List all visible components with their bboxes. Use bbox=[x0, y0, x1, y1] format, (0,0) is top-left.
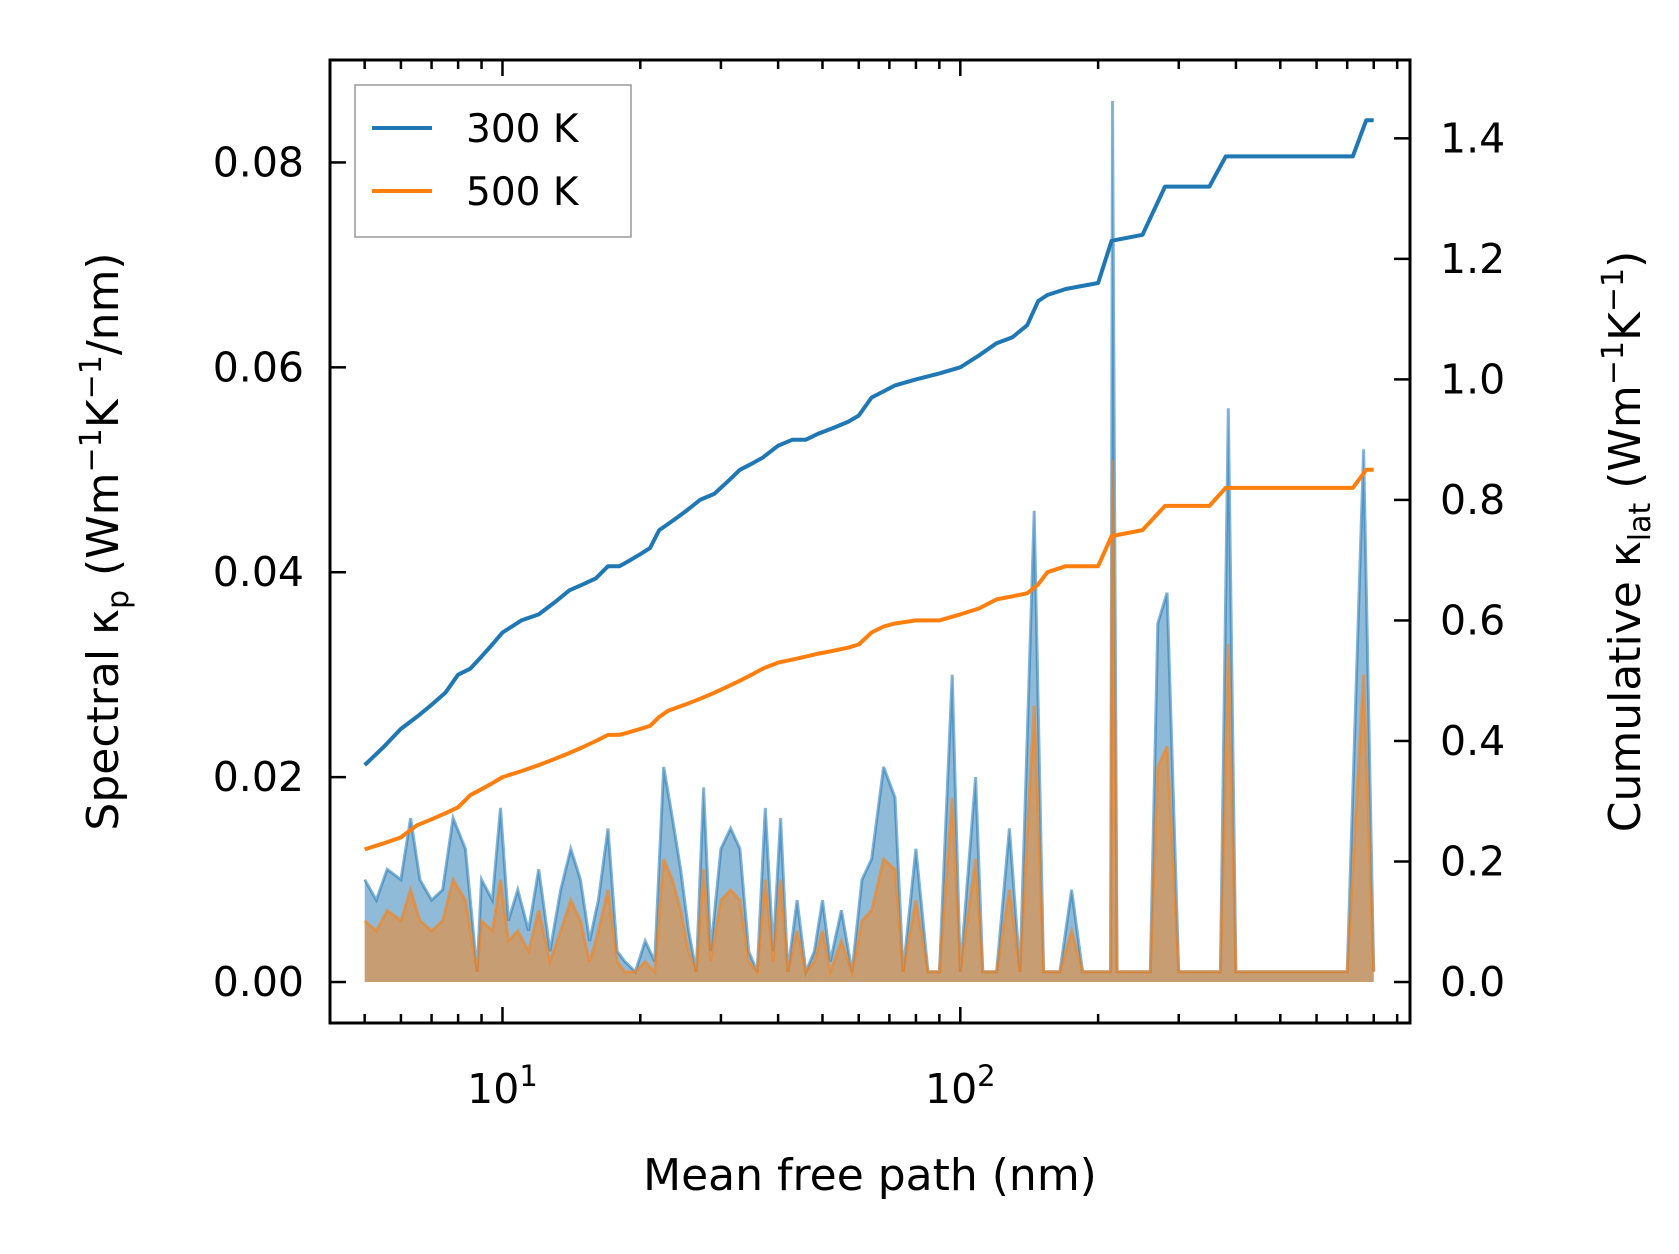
y-left-tick-label: 0.00 bbox=[213, 958, 304, 1006]
y-right-tick-label: 0.6 bbox=[1440, 596, 1505, 644]
axis-ticks bbox=[330, 60, 1410, 1023]
legend-label-0[interactable]: 300 K bbox=[466, 107, 580, 152]
plot-frame bbox=[328, 58, 1412, 1025]
legend-box bbox=[354, 84, 632, 238]
x-axis-label: Mean free path (nm) bbox=[643, 1150, 1097, 1201]
spectral-area-0 bbox=[364, 101, 1374, 982]
cumulative-line-0 bbox=[363, 118, 1374, 767]
spectral-line-1 bbox=[363, 459, 1376, 978]
spectral-fills bbox=[363, 100, 1376, 982]
y-right-tick-label: 0.8 bbox=[1440, 476, 1505, 524]
y-left-tick-label: 0.02 bbox=[213, 753, 304, 801]
y-right-tick-label: 1.4 bbox=[1440, 114, 1505, 162]
y-left-tick-label: 0.06 bbox=[213, 343, 304, 391]
x-tick-label: 102 bbox=[925, 1059, 996, 1113]
y-right-tick-label: 1.0 bbox=[1440, 355, 1505, 403]
x-tick-label: 101 bbox=[467, 1059, 538, 1113]
y-right-tick-label: 0.2 bbox=[1440, 837, 1505, 885]
y-left-tick-label: 0.08 bbox=[213, 138, 304, 186]
legend-label-1[interactable]: 500 K bbox=[466, 170, 580, 215]
y-right-tick-label: 1.2 bbox=[1440, 235, 1505, 283]
cumulative-line-1 bbox=[364, 467, 1374, 852]
y-right-axis-label: Cumulative κlat (Wm−1K−1) bbox=[1596, 251, 1658, 833]
y-left-axis-label: Spectral κp (Wm−1K−1/nm) bbox=[74, 252, 136, 830]
spectral-area-1 bbox=[364, 459, 1374, 982]
cumulative-lines bbox=[363, 118, 1374, 852]
y-left-tick-label: 0.04 bbox=[213, 548, 304, 596]
y-right-tick-label: 0.0 bbox=[1440, 958, 1505, 1006]
y-right-tick-label: 0.4 bbox=[1440, 717, 1505, 765]
axis-labels: 101 102 0.00 0.02 0.04 0.06 0.08 0.0 0.2 0.4 0.6 0.… bbox=[74, 114, 1658, 1201]
legend[interactable]: 300 K 500 K bbox=[354, 84, 632, 238]
